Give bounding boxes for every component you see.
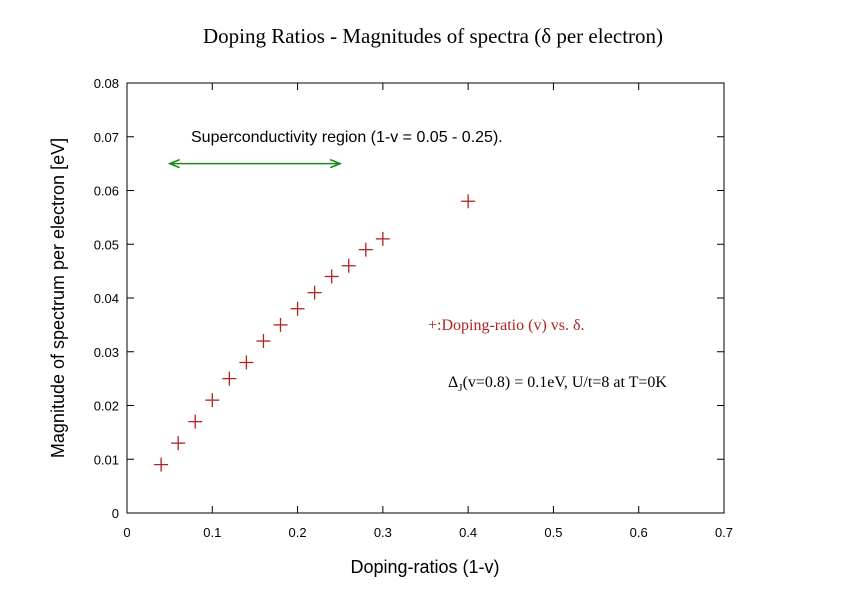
data-point <box>324 269 339 284</box>
data-point <box>205 393 220 408</box>
data-point <box>188 414 203 429</box>
chart-title: Doping Ratios - Magnitudes of spectra (δ… <box>203 24 663 48</box>
y-tick-label: 0.08 <box>94 76 119 91</box>
y-axis-label: Magnitude of spectrum per electron [eV] <box>48 138 68 458</box>
x-tick-label: 0.7 <box>715 525 733 540</box>
data-point <box>171 436 186 451</box>
y-tick-label: 0.05 <box>94 237 119 252</box>
y-tick-label: 0.07 <box>94 130 119 145</box>
y-tick-label: 0 <box>112 506 119 521</box>
y-tick-label: 0.02 <box>94 399 119 414</box>
data-point <box>222 371 237 386</box>
legend-entry: +:Doping-ratio (v) vs. δ. <box>428 317 585 334</box>
y-axis: 0 0.01 0.02 0.03 0.04 0.05 0.06 0.07 0.08 <box>94 76 724 521</box>
data-point <box>273 317 288 332</box>
data-point <box>375 231 390 246</box>
superconductivity-region-label: Superconductivity region (1-v = 0.05 - 0… <box>191 129 503 146</box>
x-tick-label: 0.6 <box>630 525 648 540</box>
data-point <box>290 301 305 316</box>
arrow-head-left <box>167 158 180 169</box>
delta-subscript: J <box>458 382 463 394</box>
data-point <box>358 242 373 257</box>
y-tick-label: 0.06 <box>94 184 119 199</box>
x-tick-label: 0.5 <box>544 525 562 540</box>
data-point <box>239 355 254 370</box>
x-tick-label: 0.3 <box>374 525 392 540</box>
x-tick-label: 0 <box>123 525 130 540</box>
plot-area-frame <box>126 82 725 514</box>
x-tick-label: 0.1 <box>203 525 221 540</box>
y-tick-label: 0.04 <box>94 291 119 306</box>
data-points <box>154 194 476 472</box>
x-axis-label: Doping-ratios (1-v) <box>350 557 499 577</box>
parameters-rest: (v=0.8) = 0.1eV, U/t=8 at T=0K <box>463 374 668 391</box>
data-point <box>154 457 169 472</box>
arrow-head-right <box>329 158 343 169</box>
y-tick-label: 0.01 <box>94 452 119 467</box>
data-point <box>461 194 476 209</box>
data-point <box>256 334 271 348</box>
parameters-annotation: ΔJ(v=0.8) = 0.1eV, U/t=8 at T=0K <box>448 374 667 394</box>
x-tick-label: 0.4 <box>459 525 477 540</box>
superconductivity-region-arrow <box>167 158 343 169</box>
x-axis: 0 0.1 0.2 0.3 0.4 0.5 0.6 0.7 <box>123 83 733 540</box>
data-point <box>307 285 322 300</box>
y-tick-label: 0.03 <box>94 345 119 360</box>
delta-symbol: Δ <box>448 374 458 391</box>
data-point <box>341 258 356 273</box>
x-tick-label: 0.2 <box>289 525 307 540</box>
